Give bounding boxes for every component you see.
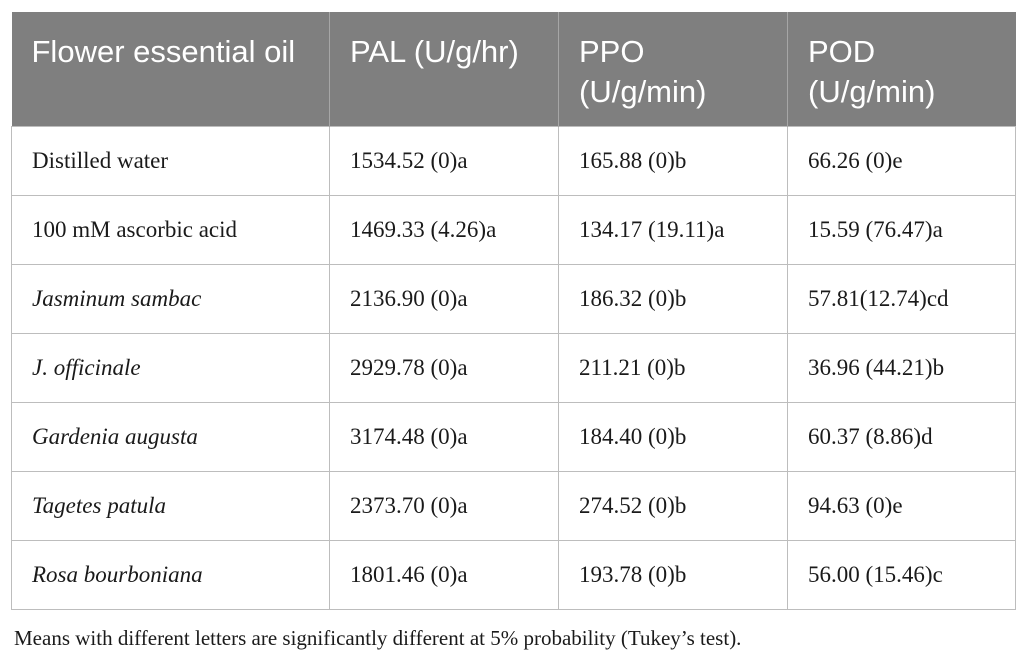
treatment-cell: Distilled water — [11, 126, 330, 196]
table-row: Tagetes patula 2373.70 (0)a 274.52 (0)b 94.… — [11, 471, 1016, 541]
ppo-value-cell: 274.52 (0)b — [558, 471, 788, 541]
pod-value-cell: 36.96 (44.21)b — [787, 333, 1016, 403]
table-row: Jasminum sambac 2136.90 (0)a 186.32 (0)b 57… — [11, 264, 1016, 334]
column-header-pal: PAL (U/g/hr) — [329, 12, 559, 127]
ppo-value-cell: 134.17 (19.11)a — [558, 195, 788, 265]
treatment-cell: Rosa bourboniana — [11, 540, 330, 610]
treatment-cell: 100 mM ascorbic acid — [11, 195, 330, 265]
column-header-ppo: PPO (U/g/min) — [558, 12, 788, 127]
pal-value-cell: 1469.33 (4.26)a — [329, 195, 559, 265]
ppo-value-cell: 211.21 (0)b — [558, 333, 788, 403]
pal-value-cell: 1801.46 (0)a — [329, 540, 559, 610]
table-row: Rosa bourboniana 1801.46 (0)a 193.78 (0)b 5… — [11, 540, 1016, 610]
ppo-value-cell: 193.78 (0)b — [558, 540, 788, 610]
pal-value-cell: 3174.48 (0)a — [329, 402, 559, 472]
pod-value-cell: 56.00 (15.46)c — [787, 540, 1016, 610]
table-body: Distilled water 1534.52 (0)a 165.88 (0)b 66… — [11, 126, 1016, 610]
pal-value-cell: 2929.78 (0)a — [329, 333, 559, 403]
table-row: 100 mM ascorbic acid 1469.33 (4.26)a 134.1… — [11, 195, 1016, 265]
table-footnote: Means with different letters are signifi… — [14, 626, 742, 650]
table-row: Distilled water 1534.52 (0)a 165.88 (0)b 66… — [11, 126, 1016, 196]
pod-value-cell: 94.63 (0)e — [787, 471, 1016, 541]
table-row: J. officinale 2929.78 (0)a 211.21 (0)b 36.9… — [11, 333, 1016, 403]
pod-value-cell: 66.26 (0)e — [787, 126, 1016, 196]
pod-value-cell: 15.59 (76.47)a — [787, 195, 1016, 265]
ppo-value-cell: 186.32 (0)b — [558, 264, 788, 334]
treatment-cell: J. officinale — [11, 333, 330, 403]
ppo-value-cell: 165.88 (0)b — [558, 126, 788, 196]
table-header: Flower essential oil PAL (U/g/hr) PPO (U… — [11, 12, 1016, 127]
header-row: Flower essential oil PAL (U/g/hr) PPO (U… — [11, 12, 1016, 127]
pal-value-cell: 2136.90 (0)a — [329, 264, 559, 334]
enzyme-activity-table: Flower essential oil PAL (U/g/hr) PPO (U… — [11, 12, 1016, 610]
treatment-cell: Jasminum sambac — [11, 264, 330, 334]
column-header-flower-oil: Flower essential oil — [11, 12, 330, 127]
data-table: Flower essential oil PAL (U/g/hr) PPO (U… — [11, 12, 1016, 610]
pod-value-cell: 57.81(12.74)cd — [787, 264, 1016, 334]
pal-value-cell: 1534.52 (0)a — [329, 126, 559, 196]
table-row: Gardenia augusta 3174.48 (0)a 184.40 (0)b 6… — [11, 402, 1016, 472]
treatment-cell: Gardenia augusta — [11, 402, 330, 472]
ppo-value-cell: 184.40 (0)b — [558, 402, 788, 472]
column-header-pod: POD (U/g/min) — [787, 12, 1016, 127]
pod-value-cell: 60.37 (8.86)d — [787, 402, 1016, 472]
pal-value-cell: 2373.70 (0)a — [329, 471, 559, 541]
treatment-cell: Tagetes patula — [11, 471, 330, 541]
